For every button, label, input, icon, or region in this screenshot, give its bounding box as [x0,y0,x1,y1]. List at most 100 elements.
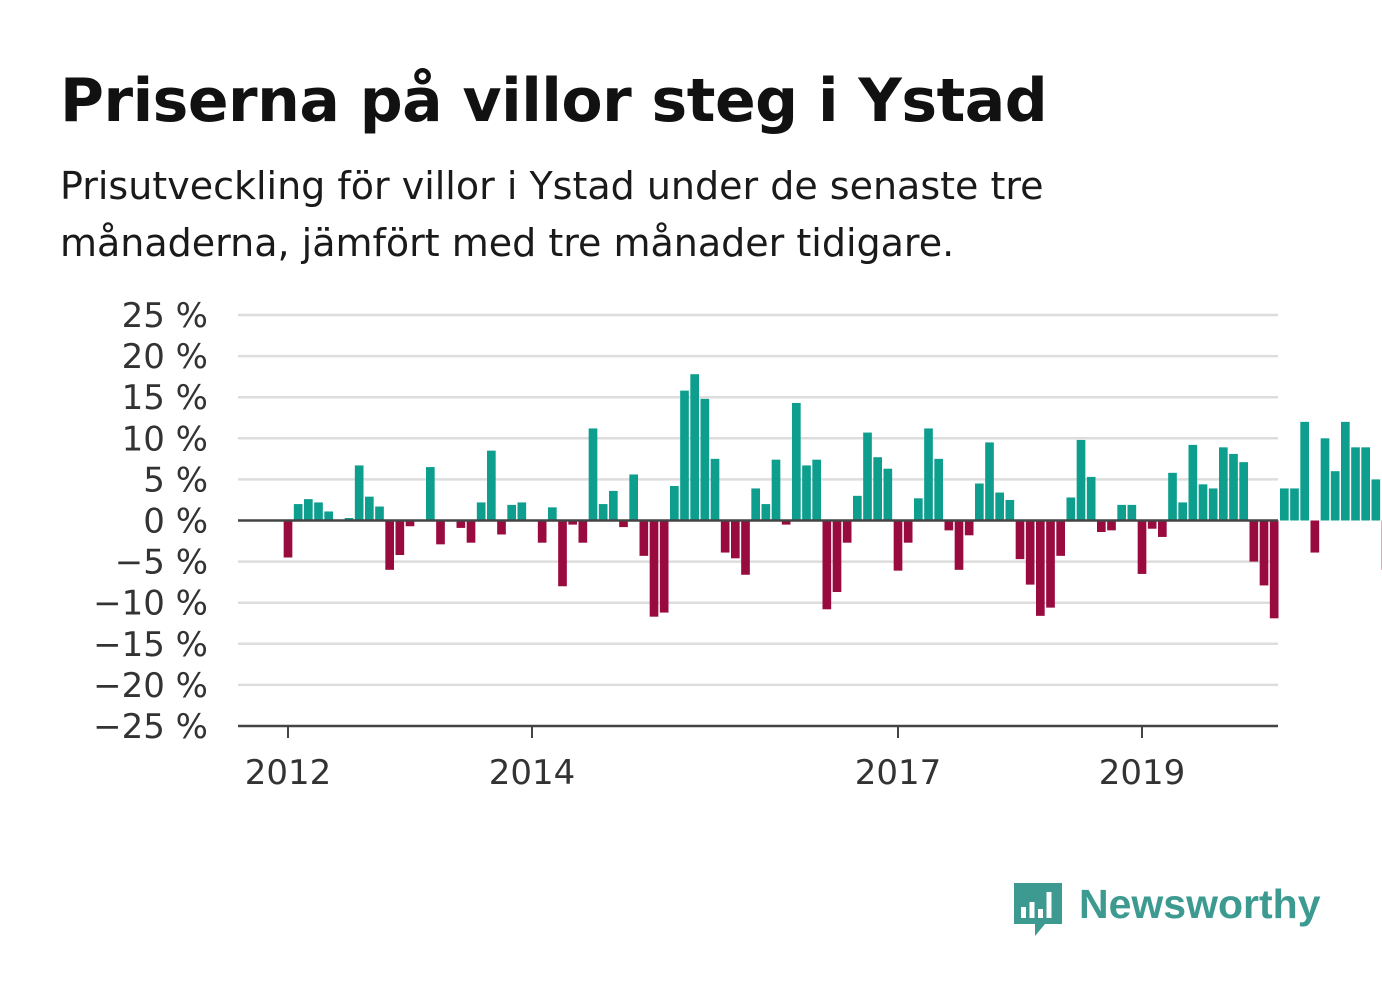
x-tick-label: 2014 [489,753,576,793]
x-tick-label: 2019 [1099,753,1186,793]
bar-negative [781,520,791,525]
bar-positive [1005,499,1015,521]
bar-negative [1310,520,1320,553]
chart-subtitle: Prisutveckling för villor i Ystad under … [60,164,1044,265]
bar-positive [1076,439,1086,521]
bar-negative [720,520,730,553]
bar-positive [975,483,984,521]
bar-positive [1361,447,1370,521]
bar-positive [1219,447,1228,521]
bar-positive [609,490,618,521]
bar-positive [517,502,527,521]
bar-negative [1036,520,1045,616]
bar-positive [304,499,313,521]
y-tick-label: −5 % [115,543,208,583]
bar-positive [1168,472,1177,521]
axes [238,519,1278,728]
bar-positive [680,390,689,521]
bar-negative [1158,520,1167,537]
bar-positive [1300,421,1309,521]
bar-positive [324,511,333,521]
x-tick-label: 2012 [245,753,332,793]
bar-negative [639,520,649,556]
bar-positive [548,507,557,521]
bar-positive [588,428,598,521]
bar-positive [802,465,811,521]
x-axis-ticks: 201220142017201920222024 [245,726,1186,793]
bar-positive [598,504,608,521]
bar-positive [1127,504,1137,521]
bar-series [283,374,1382,619]
bar-negative [1259,520,1269,586]
bar-negative [903,520,913,543]
bar-positive [365,496,374,521]
bar-positive [314,502,323,521]
y-tick-label: 20 % [122,337,208,377]
y-tick-label: 15 % [122,378,208,418]
bar-negative [1097,520,1106,533]
bar-negative [832,520,842,593]
bar-positive [670,485,679,521]
bar-negative [537,520,547,543]
brand-name: Newsworthy [1079,881,1321,927]
bar-negative [1147,520,1157,529]
chart-title: Priserna på villor steg i Ystad [60,66,1048,136]
gridlines [238,313,1278,687]
newsworthy-brand: Newsworthy [1011,880,1321,940]
bar-positive [863,432,872,521]
bar-positive [476,502,486,521]
bar-negative [893,520,903,571]
bar-positive [761,504,771,521]
bar-positive [507,504,516,521]
bar-positive [1239,462,1248,521]
bar-positive [792,402,801,521]
bar-positive [1066,497,1076,521]
bar-negative [822,520,832,610]
bar-positive [629,474,638,521]
y-tick-label: −25 % [93,707,208,747]
bar-negative [659,520,669,613]
bar-negative [385,520,394,570]
bar-negative [558,520,567,587]
bar-positive [487,450,496,521]
bar-positive [914,498,923,521]
y-tick-label: −20 % [93,666,208,706]
bar-negative [1137,520,1147,574]
bar-positive [873,457,882,521]
y-tick-label: 0 % [143,502,208,542]
bar-negative [405,520,415,527]
bar-positive [710,458,720,521]
y-tick-label: 10 % [122,419,208,459]
bar-negative [842,520,852,543]
bar-negative [944,520,954,531]
bar-negative [578,520,588,543]
bar-positive [1280,488,1289,521]
bar-positive [985,442,994,521]
bar-negative [1056,520,1065,556]
bar-positive [1330,471,1340,521]
bar-negative [1249,520,1259,562]
bar-negative [619,520,628,528]
bar-positive [1351,447,1360,521]
newsworthy-logo-icon [1014,883,1062,936]
bar-positive [1178,502,1187,521]
bar-negative [283,520,293,558]
bar-negative [436,520,445,545]
bar-negative [1269,520,1279,619]
bar-positive [293,504,303,521]
bar-negative [1025,520,1035,585]
y-tick-label: −15 % [93,625,208,665]
bar-positive [354,465,364,521]
bar-positive [1208,488,1218,521]
bar-negative [964,520,974,536]
bar-positive [1371,479,1381,521]
y-axis-tick-labels: 25 %20 %15 %10 %5 %0 %−5 %−10 %−15 %−20 … [93,296,208,747]
x-tick-label: 2017 [855,753,942,793]
y-tick-label: 5 % [143,460,208,500]
bar-positive [771,459,781,521]
bar-positive [751,488,760,521]
bar-positive [853,495,862,521]
y-tick-label: 25 % [122,296,208,336]
bar-negative [395,520,405,556]
